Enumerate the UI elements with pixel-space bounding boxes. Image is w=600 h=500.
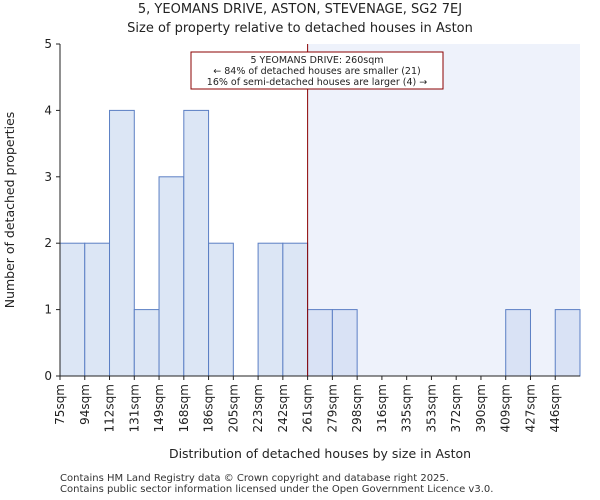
x-tick-label-75sqm: 75sqm bbox=[53, 384, 67, 425]
x-axis-title: Distribution of detached houses by size … bbox=[169, 446, 471, 461]
bar-242sqm bbox=[282, 242, 309, 377]
y-tick-label-0: 0 bbox=[44, 369, 52, 383]
x-tick-label-261sqm: 261sqm bbox=[301, 384, 315, 432]
x-tick-label-94sqm: 94sqm bbox=[78, 384, 92, 425]
footer-licence: Contains public sector information licen… bbox=[60, 484, 494, 495]
x-tick-label-223sqm: 223sqm bbox=[251, 384, 265, 432]
x-tick-label-112sqm: 112sqm bbox=[103, 384, 117, 432]
bar-131sqm bbox=[133, 309, 160, 377]
y-tick-label-5: 5 bbox=[44, 37, 52, 51]
bar-94sqm bbox=[84, 242, 111, 377]
y-tick-label-4: 4 bbox=[44, 103, 52, 117]
x-tick-label-409sqm: 409sqm bbox=[499, 384, 513, 432]
bar-261sqm bbox=[307, 309, 333, 377]
bar-223sqm bbox=[257, 242, 284, 377]
bar-75sqm bbox=[59, 242, 86, 377]
bar-446sqm bbox=[554, 309, 581, 377]
x-tick-label-316sqm: 316sqm bbox=[375, 384, 389, 432]
y-tick-label-1: 1 bbox=[44, 303, 52, 317]
y-tick-label-3: 3 bbox=[44, 170, 52, 184]
bar-149sqm bbox=[158, 176, 185, 377]
x-tick-label-279sqm: 279sqm bbox=[325, 384, 339, 432]
annotation-line-2: ← 84% of detached houses are smaller (21… bbox=[213, 66, 420, 77]
x-tick-label-242sqm: 242sqm bbox=[276, 384, 290, 432]
y-axis-title: Number of detached properties bbox=[2, 112, 17, 309]
x-tick-label-335sqm: 335sqm bbox=[400, 384, 414, 432]
x-tick-label-427sqm: 427sqm bbox=[523, 384, 537, 432]
bar-112sqm bbox=[109, 109, 135, 377]
bar-186sqm bbox=[208, 242, 234, 377]
x-tick-label-149sqm: 149sqm bbox=[152, 384, 166, 432]
footer-copyright: Contains HM Land Registry data © Crown c… bbox=[60, 473, 449, 484]
chart-subtitle: Size of property relative to detached ho… bbox=[127, 21, 473, 36]
annotation-box bbox=[190, 51, 444, 90]
x-tick-label-446sqm: 446sqm bbox=[548, 384, 562, 432]
chart-title-address: 5, YEOMANS DRIVE, ASTON, STEVENAGE, SG2 … bbox=[137, 2, 463, 17]
x-tick-label-372sqm: 372sqm bbox=[449, 384, 463, 432]
bar-168sqm bbox=[183, 109, 210, 377]
x-tick-label-186sqm: 186sqm bbox=[202, 384, 216, 432]
annotation-line-1: 5 YEOMANS DRIVE: 260sqm bbox=[250, 55, 383, 66]
bar-279sqm bbox=[331, 309, 358, 377]
x-tick-label-131sqm: 131sqm bbox=[127, 384, 141, 432]
x-tick-label-168sqm: 168sqm bbox=[177, 384, 191, 432]
x-tick-label-353sqm: 353sqm bbox=[424, 384, 438, 432]
bar-409sqm bbox=[505, 309, 531, 377]
x-tick-label-205sqm: 205sqm bbox=[226, 384, 240, 432]
x-tick-label-298sqm: 298sqm bbox=[350, 384, 364, 432]
annotation-line-3: 16% of semi-detached houses are larger (… bbox=[207, 77, 427, 88]
y-tick-label-2: 2 bbox=[44, 236, 52, 250]
x-tick-label-390sqm: 390sqm bbox=[474, 384, 488, 432]
